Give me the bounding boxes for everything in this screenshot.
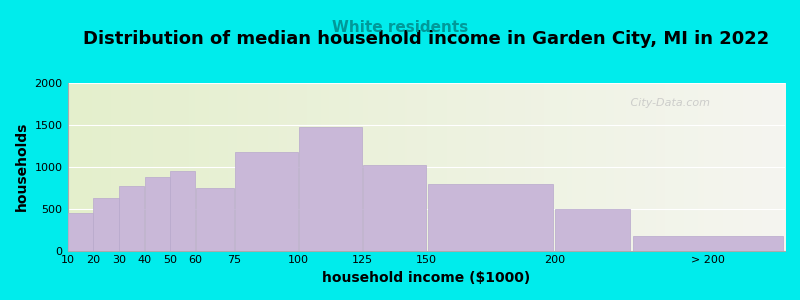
Bar <box>119 186 144 250</box>
Y-axis label: households: households <box>15 122 29 212</box>
Bar <box>633 236 783 250</box>
Bar <box>298 127 362 250</box>
Bar <box>427 184 553 250</box>
Bar <box>196 188 234 250</box>
Text: City-Data.com: City-Data.com <box>627 98 710 108</box>
Bar <box>234 152 298 250</box>
X-axis label: household income ($1000): household income ($1000) <box>322 271 530 285</box>
Bar <box>68 213 93 250</box>
Bar <box>94 198 118 250</box>
Bar <box>555 209 630 250</box>
Title: Distribution of median household income in Garden City, MI in 2022: Distribution of median household income … <box>83 30 770 48</box>
Text: White residents: White residents <box>332 20 468 34</box>
Bar <box>363 165 426 250</box>
Bar <box>170 171 195 250</box>
Bar <box>145 177 170 250</box>
